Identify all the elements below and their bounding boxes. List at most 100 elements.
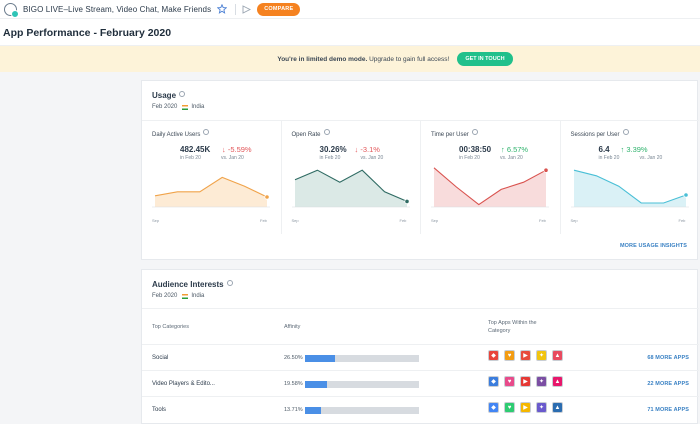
usage-country: India [191,104,205,110]
app-icon[interactable]: ♥ [504,402,515,413]
demo-mode-upgrade-text: Upgrade to gain full access! [367,55,450,63]
metric-change: ↓ -5.59% [222,145,252,154]
x-axis-start: Sep [152,218,160,223]
header-top-apps: Top Apps Within the Category [488,320,537,334]
compare-button[interactable]: COMPARE [257,2,301,16]
more-apps-link[interactable]: 71 MORE APPS [647,407,689,413]
x-axis-start: Sep [291,218,299,223]
affinity-bar-fill [305,407,321,414]
india-flag-icon [182,293,189,299]
divider [235,3,237,15]
app-icon[interactable]: ✦ [536,350,547,361]
metric-value: 30.26% [319,145,347,154]
demo-mode-banner: You're in limited demo mode. Upgrade to … [0,46,700,72]
info-icon[interactable] [226,280,233,286]
metric-label: Time per User [431,129,478,138]
metric-compare-period: vs. Jan 20 [360,155,384,161]
affinity-bar-fill [305,381,328,388]
page-title: App Performance - February 2020 [3,27,172,39]
top-apps: ◆ ♥ ▶ ✦ ▲ [488,376,568,387]
category-name[interactable]: Social [152,355,169,361]
metric-value: 482.45K [180,145,211,154]
sparkline-line [154,176,268,198]
audience-country: India [191,293,205,299]
table-row[interactable]: Video Players & Edito... 19.58% ◆ ♥ ▶ ✦ ▲ 22 MO… [142,370,699,396]
info-icon[interactable] [471,129,478,135]
app-icon[interactable]: ◆ [488,376,499,387]
metric-label-text: Time per User [431,132,469,138]
interests-table-header: Top Categories Affinity Top Apps Within … [142,308,699,344]
audience-interests-title: Audience Interests [152,280,233,289]
info-icon[interactable] [323,129,330,135]
info-icon[interactable] [203,129,210,135]
metric-label-text: Daily Active Users [152,132,201,138]
app-icon[interactable]: ✦ [536,376,547,387]
sparkline-last-point [403,198,410,205]
sparkline-line [294,169,407,202]
favorite-star-icon[interactable] [217,4,228,14]
sparkline-line [433,167,547,206]
metric-value: 00:38:50 [459,145,492,154]
app-icon[interactable]: ▶ [520,376,531,387]
sparkline-last-point [682,192,689,198]
metric-sparkline [291,169,410,208]
app-icon[interactable]: ✦ [536,402,547,413]
usage-card: Usage Feb 2020 India Daily Active Users … [141,80,699,260]
affinity-bar [305,355,419,362]
usage-filters: Feb 2020 India [152,104,204,110]
metric-sessions-per-user[interactable]: Sessions per User 6.4 ↑ 3.39% in Feb 20 … [561,121,700,234]
page-header: App Performance - February 2020 [0,18,700,46]
metric-change: ↑ 3.39% [620,145,648,154]
affinity-value: 26.50% [284,355,303,361]
app-icon[interactable]: ▲ [552,402,563,413]
metric-period: in Feb 20 [180,155,201,161]
app-icon[interactable]: ▲ [552,376,563,387]
info-icon[interactable] [179,91,186,97]
header-top-categories: Top Categories [152,324,189,330]
metric-sparkline [152,176,270,208]
more-apps-link[interactable]: 22 MORE APPS [647,381,689,387]
usage-title: Usage [152,91,186,100]
x-axis-end: Feb [260,218,267,223]
x-axis-end: Feb [678,218,686,223]
more-apps-link[interactable]: 68 MORE APPS [647,355,689,361]
get-in-touch-button[interactable]: GET IN TOUCH [457,52,513,66]
table-row[interactable]: Social 26.50% ◆ ♥ ▶ ✦ ▲ 68 MORE APPS [142,344,699,370]
sparkline-area [573,170,686,207]
audience-interests-title-text: Audience Interests [152,280,224,289]
info-icon[interactable] [622,129,629,135]
app-header-bar: BIGO LIVE–Live Stream, Video Chat, Make … [0,0,700,18]
app-icon[interactable]: ▲ [552,350,563,361]
category-name[interactable]: Tools [152,407,167,413]
metric-open-rate[interactable]: Open Rate 30.26% ↓ -3.1% in Feb 20 vs. J… [282,121,421,234]
app-icon[interactable]: ▶ [520,350,531,361]
app-icon[interactable]: ♥ [504,376,515,387]
x-axis-start: Sep [570,218,578,223]
sparkline-last-point [264,194,270,200]
app-icon[interactable]: ♥ [504,350,515,361]
audience-filters: Feb 2020 India [152,293,204,299]
top-apps: ◆ ♥ ▶ ✦ ▲ [488,402,568,413]
sparkline-line [573,169,686,204]
app-icon[interactable]: ◆ [488,402,499,413]
metric-compare-period: vs. Jan 20 [500,155,523,161]
compare-arrow-icon [242,4,252,14]
header-affinity: Affinity [284,324,301,330]
metric-daily-active-users[interactable]: Daily Active Users 482.45K ↓ -5.59% in F… [142,121,282,234]
metric-time-per-user[interactable]: Time per User 00:38:50 ↑ 6.57% in Feb 20… [421,121,561,234]
affinity-value: 19.58% [284,381,303,387]
sparkline-last-point [543,167,549,173]
metric-compare-period: vs. Jan 20 [639,155,663,161]
x-axis-end: Feb [399,218,407,223]
table-row[interactable]: Tools 13.71% ◆ ♥ ▶ ✦ ▲ 71 MORE APPS [142,396,699,422]
demo-mode-text: You're in limited demo mode. Upgrade to … [277,56,449,63]
metric-label-text: Open Rate [291,132,321,138]
app-icon[interactable]: ◆ [488,350,499,361]
metric-label: Daily Active Users [152,129,210,138]
app-title: BIGO LIVE–Live Stream, Video Chat, Make … [23,4,212,14]
usage-metrics: Daily Active Users 482.45K ↓ -5.59% in F… [142,120,699,234]
metric-period: in Feb 20 [319,155,341,161]
more-usage-insights-link[interactable]: MORE USAGE INSIGHTS [620,243,687,249]
category-name[interactable]: Video Players & Edito... [152,381,215,387]
app-icon[interactable]: ▶ [520,402,531,413]
